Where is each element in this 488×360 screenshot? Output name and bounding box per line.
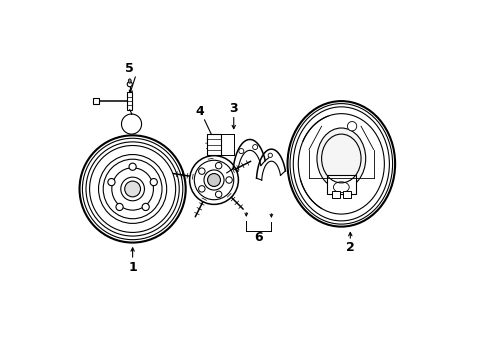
Ellipse shape: [142, 203, 149, 211]
Bar: [207, 134, 221, 155]
Ellipse shape: [99, 154, 166, 224]
Ellipse shape: [287, 101, 394, 226]
Ellipse shape: [108, 179, 115, 186]
Bar: [93, 98, 99, 104]
Ellipse shape: [127, 82, 132, 87]
Ellipse shape: [215, 191, 222, 198]
Ellipse shape: [128, 79, 131, 83]
Ellipse shape: [129, 163, 136, 170]
Ellipse shape: [252, 145, 257, 150]
Ellipse shape: [124, 181, 140, 197]
Ellipse shape: [116, 203, 123, 211]
Ellipse shape: [238, 149, 244, 154]
Ellipse shape: [225, 177, 232, 183]
Ellipse shape: [198, 186, 204, 192]
Ellipse shape: [215, 162, 222, 169]
Text: 1: 1: [128, 261, 137, 274]
Text: 4: 4: [195, 105, 203, 118]
Bar: [326, 175, 355, 194]
Ellipse shape: [198, 168, 204, 174]
Text: 6: 6: [254, 231, 263, 244]
Ellipse shape: [203, 170, 224, 190]
Text: 2: 2: [345, 241, 354, 254]
Ellipse shape: [189, 156, 238, 204]
Ellipse shape: [150, 179, 157, 186]
Bar: [343, 192, 350, 198]
Ellipse shape: [267, 153, 272, 157]
Ellipse shape: [316, 128, 365, 189]
Bar: [331, 192, 339, 198]
Ellipse shape: [207, 174, 220, 186]
Bar: [127, 93, 132, 110]
Ellipse shape: [346, 122, 356, 131]
Text: 5: 5: [124, 62, 133, 75]
Ellipse shape: [80, 135, 185, 243]
Text: 3: 3: [229, 102, 238, 115]
Ellipse shape: [121, 177, 144, 201]
